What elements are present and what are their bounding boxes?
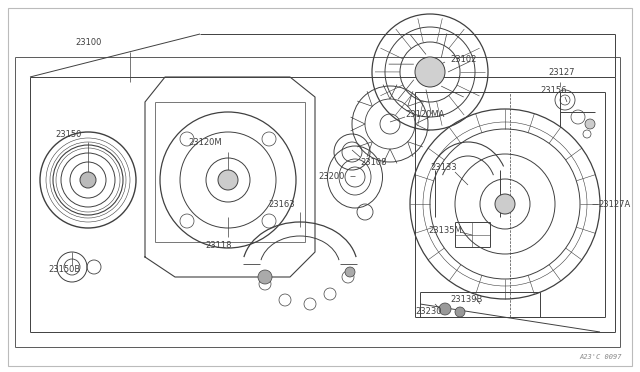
- Text: 23133: 23133: [430, 163, 456, 171]
- Circle shape: [415, 57, 445, 87]
- Text: 23100: 23100: [75, 38, 101, 46]
- Text: 23139B: 23139B: [450, 295, 483, 305]
- Circle shape: [439, 303, 451, 315]
- Circle shape: [80, 172, 96, 188]
- Text: 23150B: 23150B: [48, 266, 80, 275]
- Circle shape: [258, 270, 272, 284]
- Text: 23200: 23200: [318, 171, 344, 180]
- Text: 23102: 23102: [450, 55, 476, 64]
- Text: A23'C 0097: A23'C 0097: [579, 354, 622, 360]
- Text: 23156: 23156: [540, 86, 566, 94]
- Text: 23135M: 23135M: [428, 225, 461, 234]
- Text: 23150: 23150: [55, 129, 81, 138]
- Text: 23127: 23127: [548, 67, 575, 77]
- Circle shape: [218, 170, 238, 190]
- Text: 23163: 23163: [268, 199, 294, 208]
- Text: 23108: 23108: [360, 157, 387, 167]
- Circle shape: [495, 194, 515, 214]
- Text: 23127A: 23127A: [598, 199, 630, 208]
- Text: 23120MA: 23120MA: [405, 109, 444, 119]
- Circle shape: [585, 119, 595, 129]
- Circle shape: [455, 307, 465, 317]
- Text: 23120M: 23120M: [188, 138, 221, 147]
- Text: 23118: 23118: [205, 241, 232, 250]
- Circle shape: [345, 267, 355, 277]
- Text: 23230: 23230: [415, 308, 442, 317]
